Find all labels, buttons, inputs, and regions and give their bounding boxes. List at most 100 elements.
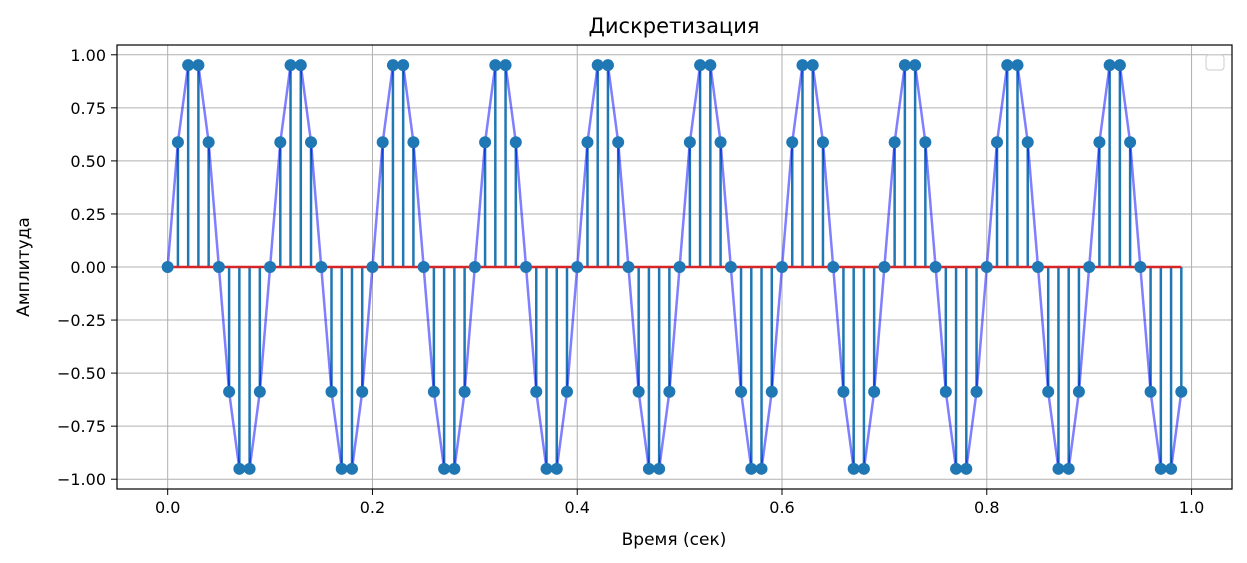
stems xyxy=(176,65,1183,469)
y-tick-label-6: −0.50 xyxy=(57,364,106,383)
y-tick-label-7: −0.75 xyxy=(57,417,106,436)
data-point-12 xyxy=(284,59,297,72)
y-tick-label-4: 0.00 xyxy=(70,258,106,277)
data-point-49 xyxy=(663,385,676,398)
y-tick-label-0: 1.00 xyxy=(70,46,106,65)
data-point-29 xyxy=(458,385,471,398)
data-point-77 xyxy=(950,462,963,475)
data-point-54 xyxy=(714,136,727,149)
data-point-34 xyxy=(509,136,522,149)
y-tick-label-8: −1.00 xyxy=(57,470,106,489)
data-point-74 xyxy=(919,136,932,149)
y-axis-label: Амплитуда xyxy=(14,217,34,317)
data-point-13 xyxy=(294,59,307,72)
data-point-87 xyxy=(1052,462,1065,475)
data-point-99 xyxy=(1175,385,1188,398)
data-point-9 xyxy=(253,385,266,398)
data-point-43 xyxy=(601,59,614,72)
data-point-25 xyxy=(417,261,430,273)
data-point-70 xyxy=(878,261,891,273)
data-point-59 xyxy=(765,385,778,398)
data-point-40 xyxy=(571,261,584,273)
data-point-85 xyxy=(1031,261,1044,273)
data-point-94 xyxy=(1124,136,1137,149)
data-point-28 xyxy=(448,462,461,475)
data-point-63 xyxy=(806,59,819,72)
data-point-27 xyxy=(438,462,451,475)
data-point-61 xyxy=(786,136,799,149)
data-point-10 xyxy=(264,261,277,273)
data-point-55 xyxy=(724,261,737,273)
data-point-65 xyxy=(827,261,840,273)
data-point-5 xyxy=(212,261,225,273)
data-point-92 xyxy=(1103,59,1116,72)
x-tick-label-4: 0.8 xyxy=(974,498,999,517)
data-point-51 xyxy=(683,136,696,149)
data-point-18 xyxy=(345,462,358,475)
data-point-64 xyxy=(816,136,829,149)
data-point-47 xyxy=(642,462,655,475)
y-ticks: 1.00 0.75 0.50 0.25 0.00 −0.25 −0.50 −0.75 −1.00 xyxy=(57,46,117,489)
data-point-11 xyxy=(274,136,287,149)
data-point-1 xyxy=(171,136,184,149)
data-point-35 xyxy=(520,261,533,273)
data-point-41 xyxy=(581,136,594,149)
data-point-30 xyxy=(468,261,481,273)
data-point-88 xyxy=(1062,462,1075,475)
data-point-19 xyxy=(356,385,369,398)
data-point-0 xyxy=(161,261,174,273)
data-point-71 xyxy=(888,136,901,149)
x-tick-label-0: 0.0 xyxy=(155,498,180,517)
x-tick-label-2: 0.4 xyxy=(565,498,590,517)
x-ticks: 0.0 0.2 0.4 0.6 0.8 1.0 xyxy=(155,489,1204,517)
data-point-22 xyxy=(386,59,399,72)
data-point-62 xyxy=(796,59,809,72)
data-point-6 xyxy=(223,385,236,398)
data-point-86 xyxy=(1042,385,1055,398)
data-point-42 xyxy=(591,59,604,72)
data-point-98 xyxy=(1165,462,1178,475)
data-point-57 xyxy=(745,462,758,475)
data-point-14 xyxy=(305,136,318,149)
data-point-48 xyxy=(653,462,666,475)
x-axis-label: Время (сек) xyxy=(622,530,727,550)
x-tick-label-5: 1.0 xyxy=(1179,498,1204,517)
y-tick-label-3: 0.25 xyxy=(70,205,106,224)
data-point-76 xyxy=(939,385,952,398)
data-point-67 xyxy=(847,462,860,475)
data-point-68 xyxy=(857,462,870,475)
data-point-89 xyxy=(1072,385,1085,398)
y-tick-label-2: 0.50 xyxy=(70,152,106,171)
x-tick-label-3: 0.6 xyxy=(769,498,794,517)
data-point-31 xyxy=(479,136,492,149)
data-point-21 xyxy=(376,136,389,149)
data-point-82 xyxy=(1001,59,1014,72)
data-point-16 xyxy=(325,385,338,398)
y-tick-label-1: 0.75 xyxy=(70,99,106,118)
data-point-46 xyxy=(632,385,645,398)
data-point-37 xyxy=(540,462,553,475)
data-point-26 xyxy=(427,385,440,398)
data-point-96 xyxy=(1144,385,1157,398)
data-point-39 xyxy=(560,385,573,398)
data-point-60 xyxy=(776,261,789,273)
data-point-23 xyxy=(397,59,410,72)
data-point-80 xyxy=(980,261,993,273)
data-point-50 xyxy=(673,261,686,273)
data-point-97 xyxy=(1154,462,1167,475)
data-point-90 xyxy=(1083,261,1096,273)
data-point-75 xyxy=(929,261,942,273)
data-point-72 xyxy=(898,59,911,72)
legend-box xyxy=(1205,54,1225,71)
data-point-44 xyxy=(612,136,625,149)
data-point-3 xyxy=(192,59,205,72)
data-point-56 xyxy=(735,385,748,398)
data-point-17 xyxy=(335,462,348,475)
data-point-69 xyxy=(868,385,881,398)
data-point-58 xyxy=(755,462,768,475)
data-point-4 xyxy=(202,136,215,149)
data-point-73 xyxy=(909,59,922,72)
markers xyxy=(161,59,1188,475)
data-point-91 xyxy=(1093,136,1106,149)
